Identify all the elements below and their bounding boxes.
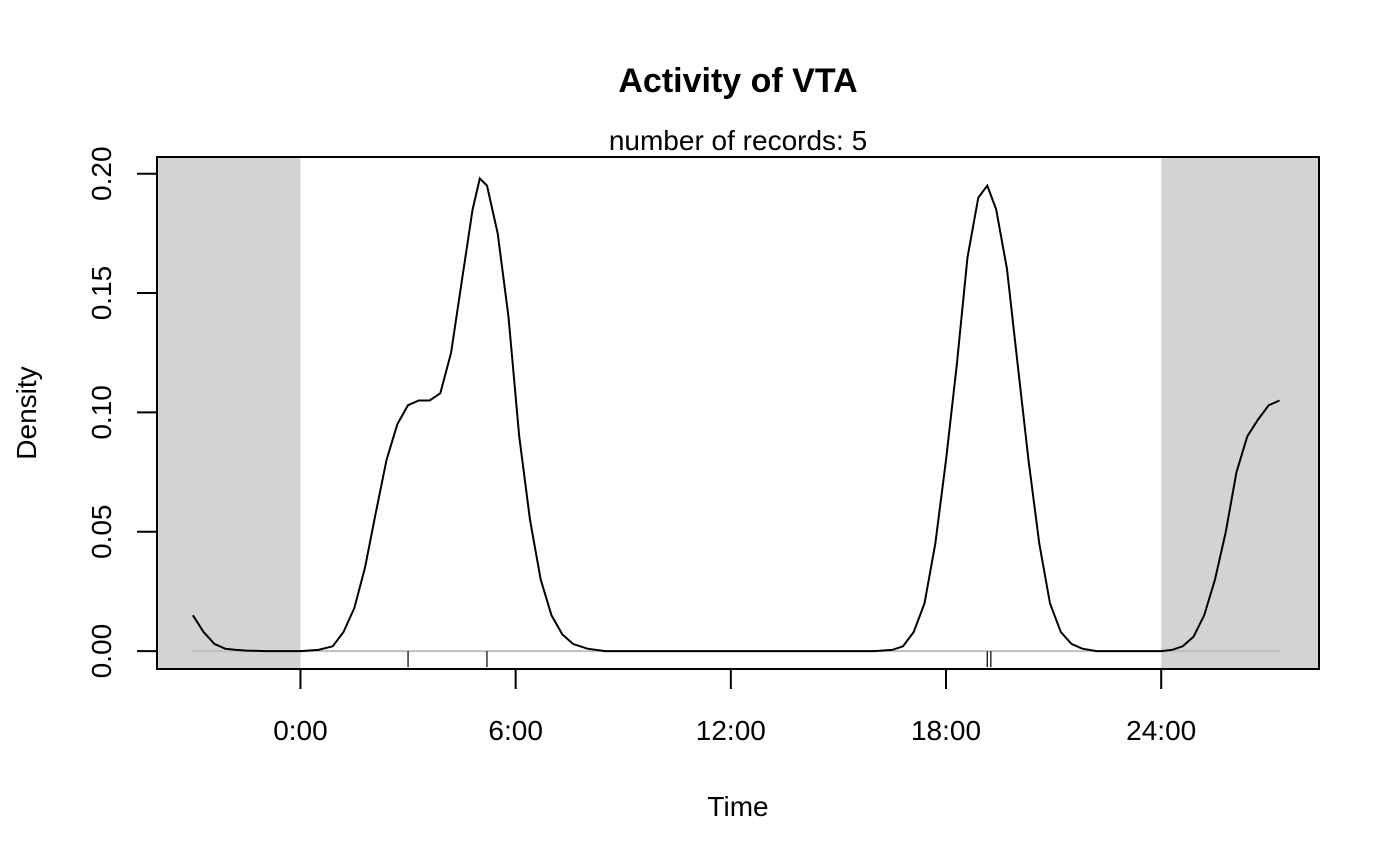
chart-subtitle: number of records: 5 xyxy=(609,125,867,156)
y-tick-label-2: 0.10 xyxy=(86,385,117,440)
y-axis: 0.00 0.05 0.10 0.15 0.20 xyxy=(86,146,157,678)
x-axis: 0:00 6:00 12:00 18:00 24:00 xyxy=(273,669,1196,746)
x-tick-label-1: 6:00 xyxy=(488,715,543,746)
record-rug xyxy=(407,651,992,668)
x-axis-label: Time xyxy=(707,791,768,822)
shade-region-1 xyxy=(1161,157,1319,669)
plot-frame xyxy=(156,156,1320,670)
y-tick-label-0: 0.00 xyxy=(86,624,117,679)
y-tick-label-3: 0.15 xyxy=(86,266,117,321)
y-tick-label-1: 0.05 xyxy=(86,505,117,560)
shade-region-0 xyxy=(157,157,301,669)
chart-title: Activity of VTA xyxy=(618,62,857,100)
x-tick-label-4: 24:00 xyxy=(1126,715,1196,746)
density-line xyxy=(192,176,1280,653)
y-tick-label-4: 0.20 xyxy=(86,146,117,201)
y-axis-label: Density xyxy=(11,366,42,459)
x-tick-label-0: 0:00 xyxy=(273,715,328,746)
night-shading xyxy=(157,157,1319,669)
x-tick-label-3: 18:00 xyxy=(911,715,981,746)
x-tick-label-2: 12:00 xyxy=(696,715,766,746)
